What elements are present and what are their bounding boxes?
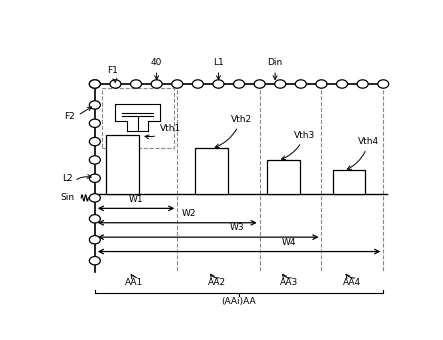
Text: W1: W1 xyxy=(129,194,144,204)
Circle shape xyxy=(89,194,101,202)
Text: Vth4: Vth4 xyxy=(347,137,379,169)
Circle shape xyxy=(151,80,162,88)
Circle shape xyxy=(131,80,142,88)
Circle shape xyxy=(233,80,245,88)
Text: Vth2: Vth2 xyxy=(215,115,252,148)
Circle shape xyxy=(89,156,101,164)
Text: Sin: Sin xyxy=(61,193,75,202)
Circle shape xyxy=(89,236,101,244)
Text: W4: W4 xyxy=(282,238,296,247)
Text: 40: 40 xyxy=(151,58,162,67)
Circle shape xyxy=(172,80,183,88)
Circle shape xyxy=(275,80,286,88)
Text: Vth3: Vth3 xyxy=(281,131,315,160)
Circle shape xyxy=(316,80,327,88)
Circle shape xyxy=(254,80,265,88)
Text: L2: L2 xyxy=(62,174,73,183)
Circle shape xyxy=(89,137,101,146)
Circle shape xyxy=(89,80,101,88)
Bar xyxy=(106,135,139,194)
Text: F1: F1 xyxy=(108,66,118,75)
Circle shape xyxy=(89,80,101,88)
Circle shape xyxy=(213,80,224,88)
Bar xyxy=(195,148,228,194)
Text: AA1: AA1 xyxy=(125,278,144,287)
Circle shape xyxy=(89,119,101,128)
Circle shape xyxy=(89,215,101,223)
Text: F2: F2 xyxy=(64,112,74,121)
Text: Vth1: Vth1 xyxy=(145,124,181,139)
Text: Din: Din xyxy=(268,58,283,67)
Circle shape xyxy=(89,174,101,183)
Text: W3: W3 xyxy=(230,223,245,233)
Circle shape xyxy=(357,80,368,88)
Text: L1: L1 xyxy=(213,58,224,67)
Circle shape xyxy=(89,101,101,109)
Text: AA2: AA2 xyxy=(208,278,226,287)
Text: AA4: AA4 xyxy=(343,278,361,287)
Circle shape xyxy=(295,80,307,88)
Bar xyxy=(333,170,365,194)
Bar xyxy=(102,88,174,148)
Text: (AAi)AA: (AAi)AA xyxy=(222,297,256,306)
Circle shape xyxy=(337,80,348,88)
Bar xyxy=(268,160,300,194)
Text: AA3: AA3 xyxy=(280,278,298,287)
Circle shape xyxy=(192,80,203,88)
Circle shape xyxy=(89,256,101,265)
Circle shape xyxy=(110,80,121,88)
Text: W2: W2 xyxy=(182,209,197,218)
Circle shape xyxy=(378,80,389,88)
